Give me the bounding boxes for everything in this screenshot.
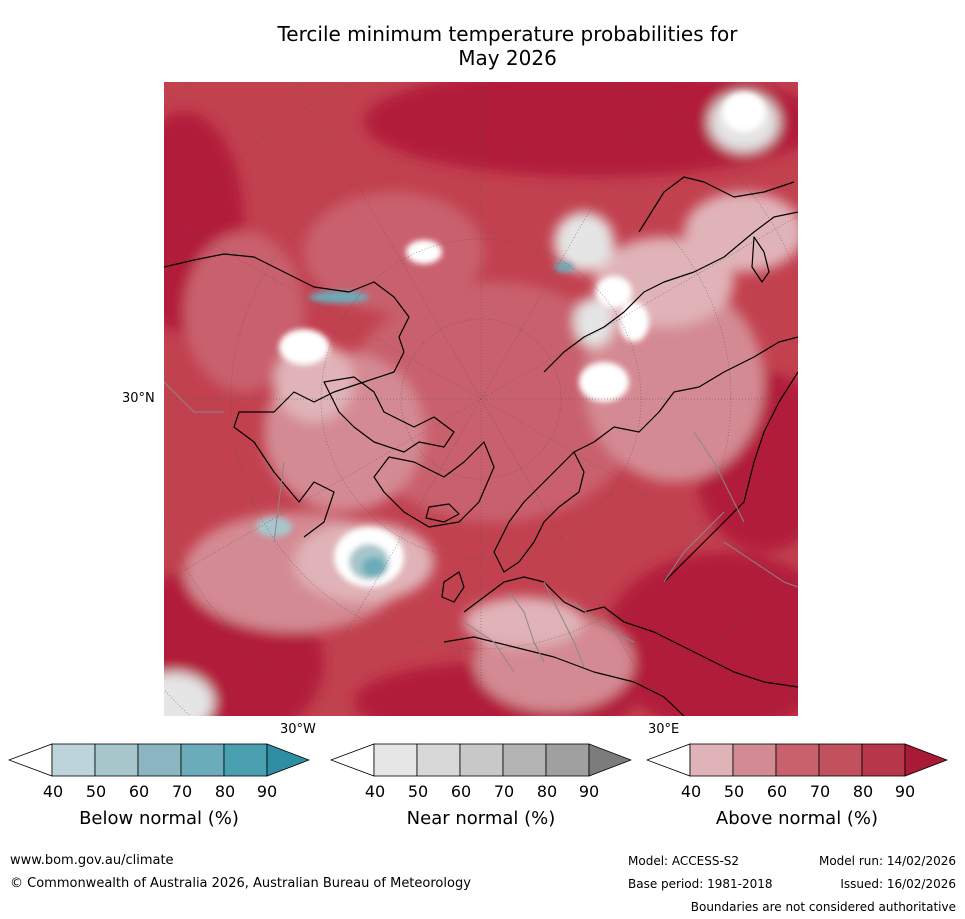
tick-label: 80 xyxy=(214,782,236,801)
colorbar-below-title: Below normal (%) xyxy=(79,808,239,829)
white-patch-ne xyxy=(722,92,766,132)
footer-disclaimer: Boundaries are not considered authoritat… xyxy=(690,900,956,914)
tick-label: 80 xyxy=(536,782,558,801)
white-patch-scand xyxy=(596,276,632,308)
colorbar-segment xyxy=(775,743,820,777)
colorbar-segment xyxy=(180,743,225,777)
tick-label: 90 xyxy=(578,782,600,801)
colorbar-segment xyxy=(689,743,734,777)
colorbar-segment xyxy=(51,743,96,777)
colorbar-segment xyxy=(223,743,268,777)
region-alaska xyxy=(304,192,484,312)
colorbar-extend-low xyxy=(330,743,375,777)
colorbar-extend-low xyxy=(646,743,691,777)
tick-label: 40 xyxy=(680,782,702,801)
region-north-pacific xyxy=(364,82,798,177)
coast-scandinavia xyxy=(493,451,585,573)
coast-greenland xyxy=(373,441,495,528)
white-patch-siberia xyxy=(579,362,629,402)
colorbar-segment xyxy=(502,743,547,777)
tick-label: 60 xyxy=(766,782,788,801)
tick-label: 90 xyxy=(894,782,916,801)
colorbar-segment xyxy=(459,743,504,777)
colorbar-segment xyxy=(373,743,418,777)
lon-label-30w: 30°W xyxy=(280,722,316,737)
near-normal-4 xyxy=(164,672,214,716)
lat-label-30n: 30°N xyxy=(122,391,155,406)
footer-base-period: Base period: 1981-2018 xyxy=(628,877,773,891)
tick-label: 60 xyxy=(128,782,150,801)
lon-label-30e: 30°E xyxy=(648,722,680,737)
colorbar-extend-high xyxy=(266,743,310,777)
title-line-1: Tercile minimum temperature probabilitie… xyxy=(277,22,738,46)
white-patch-east xyxy=(619,302,649,342)
footer-issued: Issued: 16/02/2026 xyxy=(840,877,956,891)
tick-label: 80 xyxy=(852,782,874,801)
tick-label: 70 xyxy=(171,782,193,801)
tick-label: 90 xyxy=(256,782,278,801)
tick-label: 50 xyxy=(723,782,745,801)
colorbar-near-title: Near normal (%) xyxy=(406,808,556,829)
footer-model: Model: ACCESS-S2 xyxy=(628,854,740,868)
coast-japan xyxy=(751,236,770,283)
colorbar-extend-high xyxy=(904,743,948,777)
map-title: Tercile minimum temperature probabilitie… xyxy=(165,22,850,70)
below-normal-bering xyxy=(309,291,369,303)
colorbar-near-normal xyxy=(330,743,632,777)
region-mediterranean-pale xyxy=(464,597,584,647)
colorbar-above-title: Above normal (%) xyxy=(715,808,879,829)
tick-label: 40 xyxy=(42,782,64,801)
near-normal-1 xyxy=(574,297,614,347)
below-normal-atlantic-core xyxy=(362,557,386,577)
region-far-east-pale xyxy=(684,192,798,272)
footer-model-run: Model run: 14/02/2026 xyxy=(818,854,956,868)
near-normal-3 xyxy=(554,212,614,272)
country-borders xyxy=(164,381,798,673)
colorbar-below-normal xyxy=(8,743,310,777)
tick-label: 40 xyxy=(364,782,386,801)
white-patch-nw xyxy=(406,240,442,264)
graticule xyxy=(164,82,798,716)
coast-africa xyxy=(443,636,685,716)
title-line-2: May 2026 xyxy=(458,46,557,70)
tick-label: 50 xyxy=(85,782,107,801)
colorbar-segment xyxy=(94,743,139,777)
colorbar-segment xyxy=(416,743,461,777)
coast-eurasia-north xyxy=(573,336,798,453)
colorbar-segment xyxy=(818,743,863,777)
coast-kamchatka xyxy=(638,176,795,233)
probability-map xyxy=(164,82,798,716)
coast-alaska xyxy=(164,253,410,353)
region-arctic xyxy=(344,282,644,522)
region-southeast xyxy=(604,552,798,716)
coast-iceland xyxy=(425,503,460,523)
below-normal-small xyxy=(554,262,574,272)
colorbar-segment xyxy=(137,743,182,777)
tick-label: 70 xyxy=(809,782,831,801)
coast-uk xyxy=(441,571,465,603)
tick-label: 60 xyxy=(450,782,472,801)
footer-url: www.bom.gov.au/climate xyxy=(10,853,174,868)
colorbar-segment xyxy=(545,743,590,777)
coast-east-asia xyxy=(663,371,798,583)
white-patch-alaska xyxy=(279,329,329,365)
coast-siberia xyxy=(543,211,798,373)
below-normal-west xyxy=(256,517,292,537)
coast-archipelago xyxy=(323,376,455,453)
colorbar-segment xyxy=(861,743,906,777)
region-west-pacific xyxy=(184,232,304,392)
coastlines xyxy=(164,176,798,716)
coast-europe xyxy=(463,576,798,688)
footer-copyright: © Commonwealth of Australia 2026, Austra… xyxy=(10,876,471,891)
colorbar-extend-high xyxy=(588,743,632,777)
colorbar-above-normal xyxy=(646,743,948,777)
coast-canada xyxy=(233,351,405,538)
colorbar-segment xyxy=(732,743,777,777)
tick-label: 50 xyxy=(407,782,429,801)
tick-label: 70 xyxy=(493,782,515,801)
colorbar-extend-low xyxy=(8,743,53,777)
